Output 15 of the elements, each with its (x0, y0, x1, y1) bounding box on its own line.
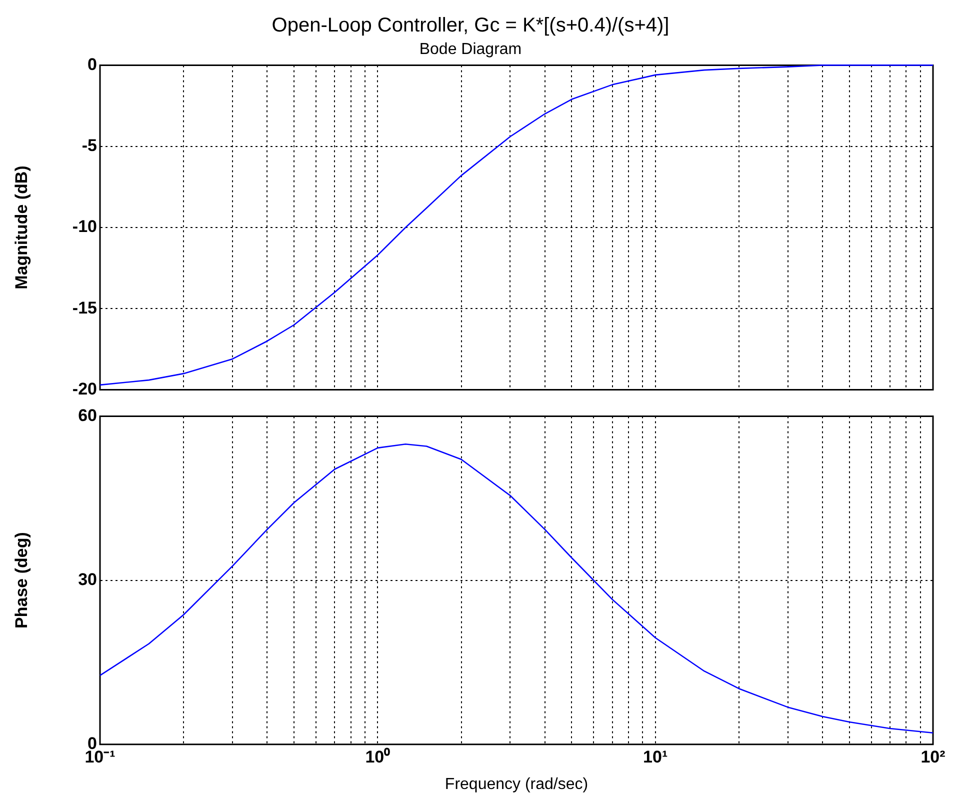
y-tick-label: 0 (88, 54, 97, 74)
y-tick-label: -10 (72, 217, 97, 236)
chart-subtitle: Bode Diagram (419, 41, 522, 58)
y-tick-label: -20 (72, 379, 97, 398)
x-axis-title: Frequency (rad/sec) (444, 776, 588, 793)
y-tick-label: -5 (82, 136, 97, 156)
chart-title: Open-Loop Controller, Gc = K*[(s+0.4)/(s+4)] (272, 14, 670, 37)
y-tick-label: -15 (72, 298, 97, 318)
y-tick-label: 30 (78, 570, 97, 589)
x-tick-label: 10¹ (643, 747, 668, 766)
x-tick-label: 10⁰ (365, 747, 390, 766)
y-axis-title: Magnitude (dB) (12, 166, 31, 290)
x-tick-label: 10² (920, 747, 946, 766)
y-tick-label: 60 (78, 406, 97, 425)
y-axis-title: Phase (deg) (12, 532, 31, 628)
